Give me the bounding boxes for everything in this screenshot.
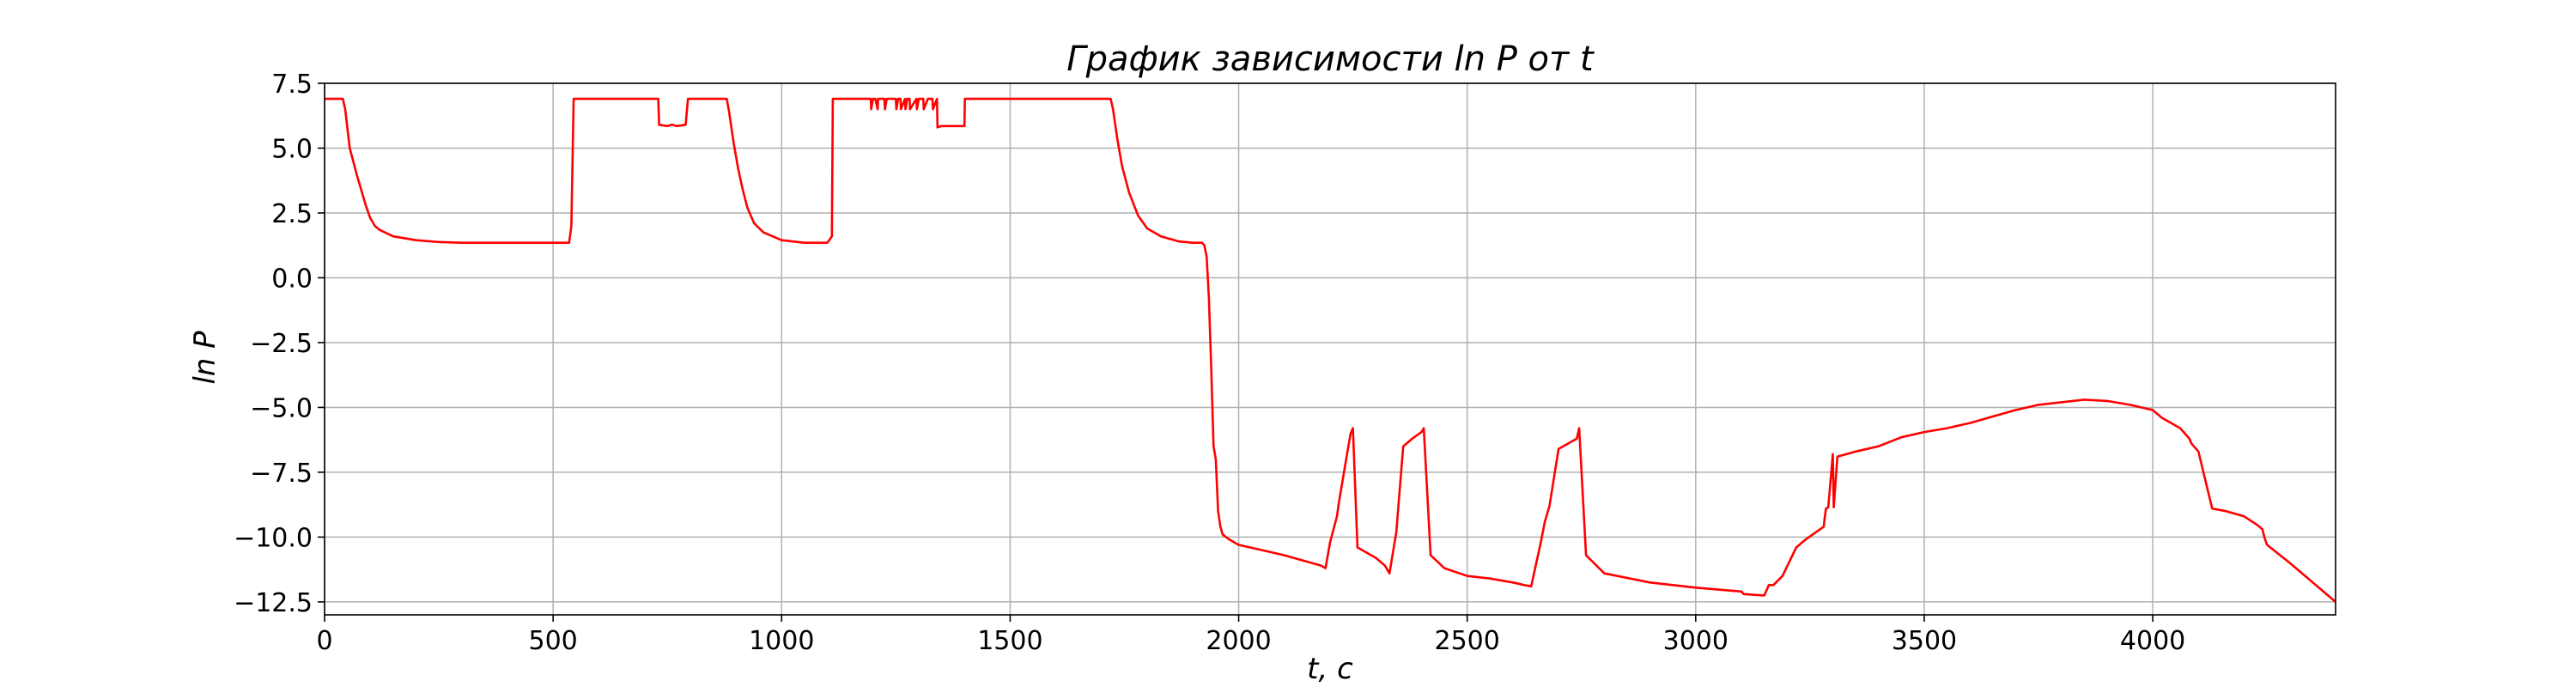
x-axis: 0 500 1000 1500 2000 2500 3000 3500 4000 [316,615,2185,656]
x-tick-label: 3500 [1892,626,1957,656]
y-tick-label: −10.0 [234,523,313,553]
y-tick-label: 2.5 [271,199,313,229]
x-tick-label: 0 [316,626,332,656]
x-tick-label: 500 [529,626,578,656]
x-axis-label: t, c [1307,652,1353,686]
y-tick-label: 7.5 [271,70,313,100]
y-tick-label: −2.5 [250,329,313,359]
y-tick-label: 0.0 [271,264,313,294]
x-tick-label: 1500 [977,626,1042,656]
data-line-ln-P [325,97,2336,603]
y-tick-label: −5.0 [250,393,313,423]
y-tick-label: −7.5 [250,459,313,489]
x-tick-label: 2000 [1206,626,1271,656]
x-tick-label: 3000 [1663,626,1728,656]
chart-title: График зависимости ln P от t [1066,40,1595,79]
y-tick-label: 5.0 [271,134,313,164]
x-tick-label: 2500 [1435,626,1500,656]
y-axis: 7.5 5.0 2.5 0.0 −2.5 −5.0 −7.5 −10.0 −12.5 [234,70,325,618]
series-layer [325,97,2336,603]
grid [324,82,2336,615]
plot-frame [324,82,2336,616]
x-tick-label: 1000 [749,626,814,656]
x-tick-label: 4000 [2120,626,2185,656]
y-tick-label: −12.5 [234,588,313,618]
y-axis-label: ln P [188,331,222,385]
